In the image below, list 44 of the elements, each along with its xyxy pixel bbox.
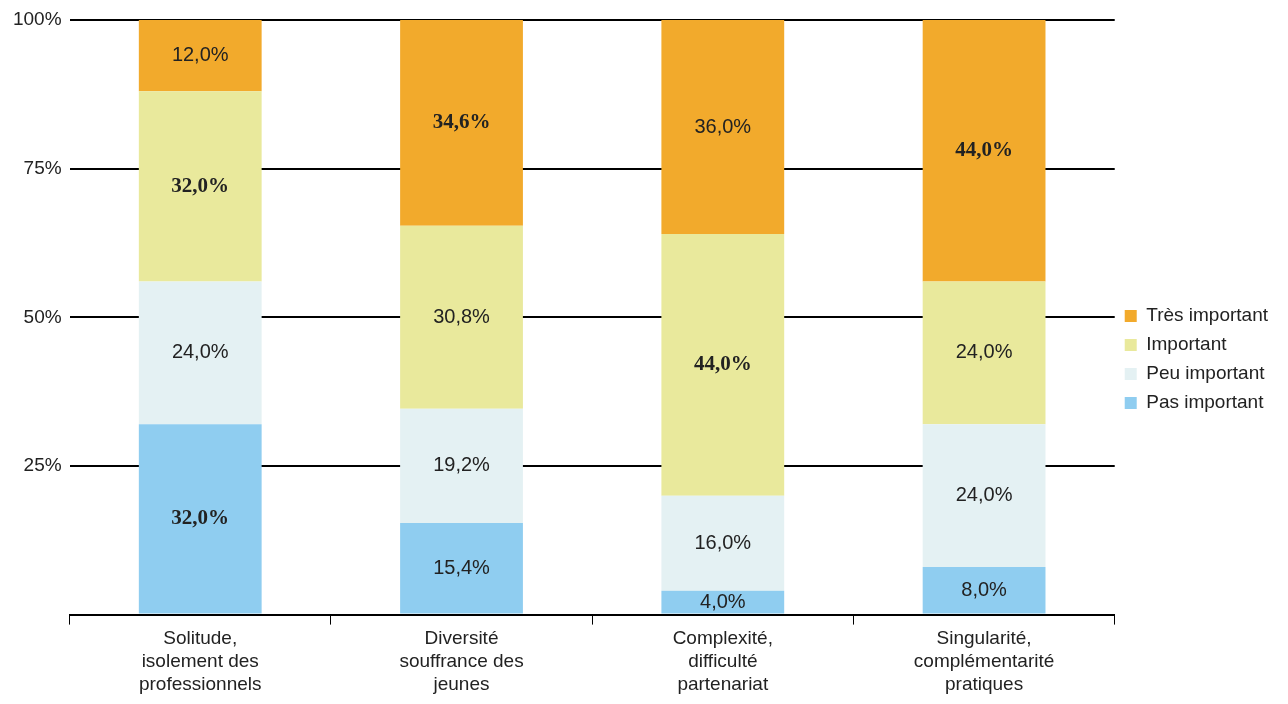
x-tick-label: Complexité, difficulté partenariat xyxy=(672,627,773,694)
data-label: 4,0% xyxy=(700,589,746,612)
y-tick-label: 75% xyxy=(23,156,62,178)
bar xyxy=(400,20,523,226)
data-label: 32,0% xyxy=(171,505,230,530)
data-label: 16,0% xyxy=(694,530,752,553)
legend-label: Peu important xyxy=(1146,362,1266,384)
bar xyxy=(400,225,523,409)
data-label: 24,0% xyxy=(955,483,1013,506)
bar xyxy=(400,408,523,524)
bar xyxy=(138,424,262,614)
data-label: 44,0% xyxy=(693,351,752,376)
data-label: 12,0% xyxy=(171,43,229,66)
data-label: 44,0% xyxy=(955,137,1013,162)
bar xyxy=(138,281,262,425)
bar xyxy=(922,567,1046,614)
y-tick-label: 25% xyxy=(23,454,62,476)
bar xyxy=(922,281,1046,425)
data-label: 32,0% xyxy=(171,172,230,197)
data-label: 36,0% xyxy=(694,114,752,137)
bar xyxy=(922,20,1046,282)
bar xyxy=(661,20,785,235)
legend-label: Très important xyxy=(1146,304,1269,326)
data-label: 24,0% xyxy=(171,340,229,363)
data-label: 24,0% xyxy=(955,340,1013,363)
bar xyxy=(138,20,262,92)
bar xyxy=(661,495,785,591)
legend-label: Pas important xyxy=(1146,391,1265,413)
x-tick-label: Singularité, complémentarité pratiques xyxy=(913,627,1055,694)
bar xyxy=(138,91,262,282)
data-label: 34,6% xyxy=(432,109,491,134)
bar xyxy=(661,234,785,496)
y-tick-label: 100% xyxy=(12,8,62,30)
bar xyxy=(400,523,523,614)
data-label: 8,0% xyxy=(961,577,1008,600)
x-tick-label: Solitude, isolement des professionnels xyxy=(138,627,262,694)
legend-label: Important xyxy=(1146,333,1228,355)
bar xyxy=(661,590,785,614)
data-label: 15,4% xyxy=(433,555,491,578)
bar xyxy=(922,424,1046,568)
data-label: 19,2% xyxy=(433,453,491,476)
y-tick-label: 50% xyxy=(23,305,62,327)
x-tick-label: Diversité souffrance des jeunes xyxy=(399,627,524,694)
data-label: 30,8% xyxy=(433,304,491,327)
